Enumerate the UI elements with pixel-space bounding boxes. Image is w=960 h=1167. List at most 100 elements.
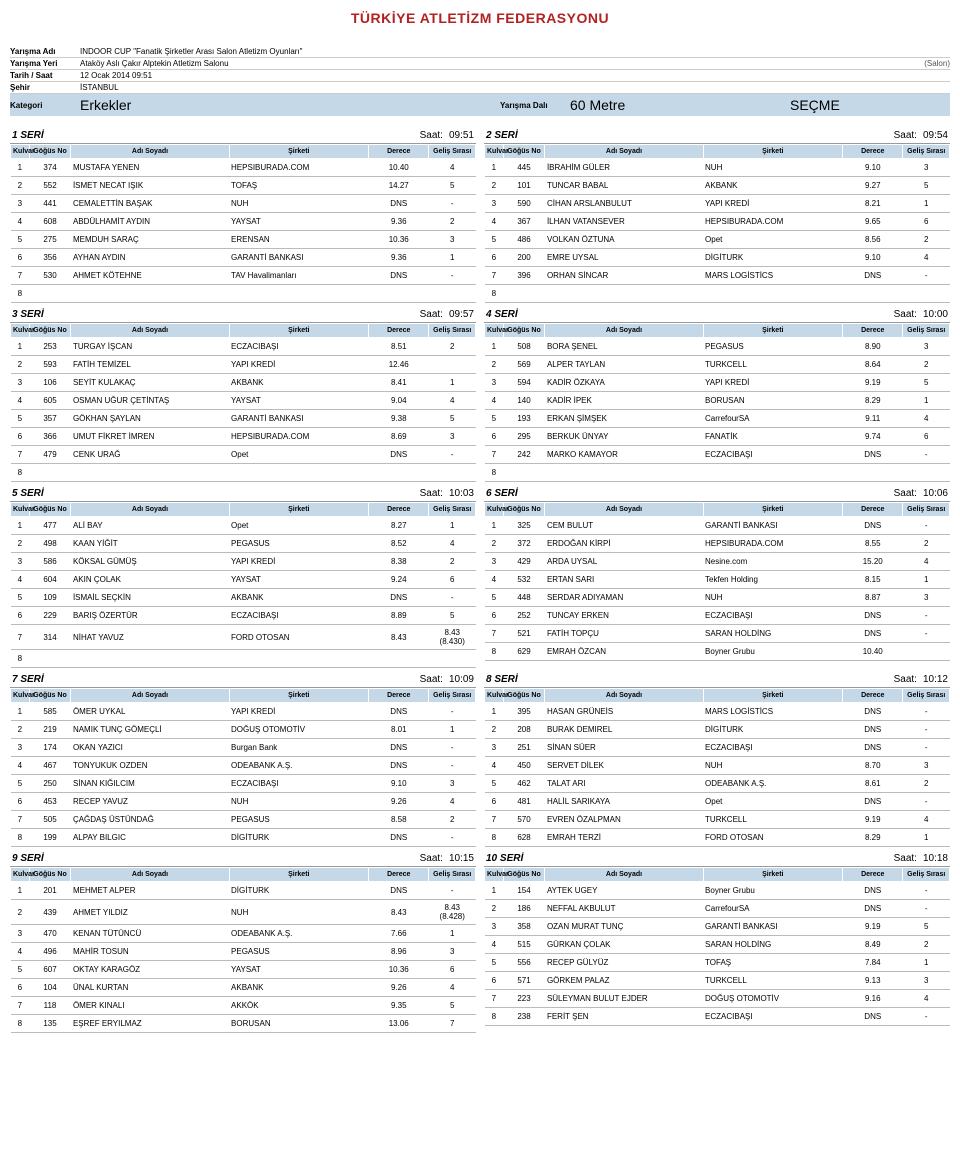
table-row: 4496MAHİR TOSUNPEGASUS8.963 xyxy=(11,943,476,961)
table-row: 6571GÖRKEM PALAZTURKCELL9.133 xyxy=(485,972,950,990)
col-bib: Göğüs No xyxy=(503,868,545,882)
col-name: Adı Soyadı xyxy=(545,324,703,338)
heat-time-label: Saat: xyxy=(894,488,917,499)
cell-result: DNS xyxy=(843,607,903,625)
cell-lane: 2 xyxy=(485,721,504,739)
cell-rank: 4 xyxy=(903,990,950,1008)
meta-value: Ataköy Aslı Çakır Alptekin Atletizm Salo… xyxy=(80,59,924,68)
table-row: 2186NEFFAL AKBULUTCarrefourSADNS- xyxy=(485,900,950,918)
cell-bib: 186 xyxy=(503,900,545,918)
cell-bib: 594 xyxy=(503,374,545,392)
cell-name: VOLKAN ÖZTUNA xyxy=(545,231,703,249)
cell-result: DNS xyxy=(843,517,903,535)
heat-header: 2 SERİSaat:09:54 xyxy=(484,128,950,144)
cell-rank: - xyxy=(429,757,476,775)
table-row: 5275MEMDUH SARAÇERENSAN10.363 xyxy=(11,231,476,249)
cell-rank xyxy=(429,464,476,482)
cell-bib: 481 xyxy=(503,793,545,811)
col-rank: Geliş Sırası xyxy=(429,503,476,517)
cell-team: ECZACIBAŞI xyxy=(229,607,369,625)
cell-rank: 6 xyxy=(429,571,476,589)
cell-bib: 374 xyxy=(29,159,71,177)
cell-lane: 1 xyxy=(485,882,504,900)
table-row: 1253TURGAY İŞCANECZACIBAŞI8.512 xyxy=(11,338,476,356)
table-row: 1445İBRAHİM GÜLERNUH9.103 xyxy=(485,159,950,177)
cell-lane: 8 xyxy=(485,829,504,847)
cell-name: NEFFAL AKBULUT xyxy=(545,900,703,918)
page-title: TÜRKİYE ATLETİZM FEDERASYONU xyxy=(0,0,960,46)
cell-bib: 530 xyxy=(29,267,71,285)
cell-result: 10.36 xyxy=(369,961,429,979)
col-name: Adı Soyadı xyxy=(71,324,229,338)
cell-result: DNS xyxy=(843,703,903,721)
cell-name: HALİL SARIKAYA xyxy=(545,793,703,811)
cell-bib: 118 xyxy=(29,997,71,1015)
cell-team: NUH xyxy=(229,900,369,925)
cell-name: ÖMER UYKAL xyxy=(71,703,229,721)
table-row: 8 xyxy=(485,285,950,303)
cell-name: MEMDUH SARAÇ xyxy=(71,231,229,249)
cell-rank: - xyxy=(903,625,950,643)
cell-team: YAYSAT xyxy=(229,961,369,979)
cell-rank: 4 xyxy=(903,249,950,267)
table-row: 8 xyxy=(11,285,476,303)
cell-rank: - xyxy=(903,739,950,757)
cell-rank: 5 xyxy=(429,410,476,428)
table-row: 1508BORA ŞENELPEGASUS8.903 xyxy=(485,338,950,356)
heat-time-wrap: Saat:09:51 xyxy=(420,130,474,141)
cell-lane: 6 xyxy=(485,607,504,625)
meta-row-tarih: Tarih / Saat 12 Ocak 2014 09:51 xyxy=(10,70,950,82)
cell-result: 8.90 xyxy=(843,338,903,356)
meta-section: Yarışma Adı INDOOR CUP "Fanatik Şirketle… xyxy=(0,46,960,126)
cell-team: DOĞUŞ OTOMOTİV xyxy=(703,990,843,1008)
table-row: 7396ORHAN SİNCARMARS LOGİSTİCSDNS- xyxy=(485,267,950,285)
col-res: Derece xyxy=(369,324,429,338)
col-lane: Kulvar xyxy=(11,503,30,517)
meta-label: Şehir xyxy=(10,83,80,92)
cell-rank: 4 xyxy=(429,979,476,997)
cell-lane: 5 xyxy=(485,954,504,972)
cell-name: CENK URAĞ xyxy=(71,446,229,464)
table-row: 2552İSMET NECAT IŞIKTOFAŞ14.275 xyxy=(11,177,476,195)
cell-lane: 2 xyxy=(11,535,30,553)
cell-result: 9.35 xyxy=(369,997,429,1015)
heat-time: 10:06 xyxy=(917,488,948,499)
cell-rank: - xyxy=(903,721,950,739)
cell-team: Opet xyxy=(703,231,843,249)
cell-result: DNS xyxy=(843,625,903,643)
cell-bib: 521 xyxy=(503,625,545,643)
cell-lane: 7 xyxy=(485,446,504,464)
cell-result: 9.16 xyxy=(843,990,903,1008)
cell-lane: 6 xyxy=(485,793,504,811)
cell-rank: 2 xyxy=(429,811,476,829)
col-rank: Geliş Sırası xyxy=(903,145,950,159)
col-lane: Kulvar xyxy=(485,868,504,882)
cell-rank: 5 xyxy=(903,374,950,392)
cell-result: DNS xyxy=(843,446,903,464)
cell-name xyxy=(71,285,229,303)
col-team: Şirketi xyxy=(229,689,369,703)
cell-lane: 2 xyxy=(485,535,504,553)
meta-value-kategori: Erkekler xyxy=(80,97,500,113)
heat-table: KulvarGöğüs NoAdı SoyadıŞirketiDereceGel… xyxy=(10,144,476,303)
cell-lane: 1 xyxy=(11,338,30,356)
cell-lane: 1 xyxy=(11,517,30,535)
cell-rank: 4 xyxy=(429,793,476,811)
meta-value: INDOOR CUP "Fanatik Şirketler Arası Salo… xyxy=(80,47,950,56)
heat-time: 10:09 xyxy=(443,674,474,685)
cell-bib: 201 xyxy=(29,882,71,900)
heat-time-wrap: Saat:10:18 xyxy=(894,853,948,864)
cell-name: BORA ŞENEL xyxy=(545,338,703,356)
table-row: 6252TUNCAY ERKENECZACIBAŞIDNS- xyxy=(485,607,950,625)
heat-block: 6 SERİSaat:10:06KulvarGöğüs NoAdı Soyadı… xyxy=(480,484,954,670)
cell-name: İSMAİL SEÇKİN xyxy=(71,589,229,607)
cell-result: 7.66 xyxy=(369,925,429,943)
cell-rank: - xyxy=(429,739,476,757)
cell-result: DNS xyxy=(369,703,429,721)
col-team: Şirketi xyxy=(229,503,369,517)
cell-lane: 6 xyxy=(485,972,504,990)
cell-lane: 3 xyxy=(11,739,30,757)
heat-header: 6 SERİSaat:10:06 xyxy=(484,486,950,502)
heat-title: 3 SERİ xyxy=(12,309,44,320)
cell-team: Burgan Bank xyxy=(229,739,369,757)
